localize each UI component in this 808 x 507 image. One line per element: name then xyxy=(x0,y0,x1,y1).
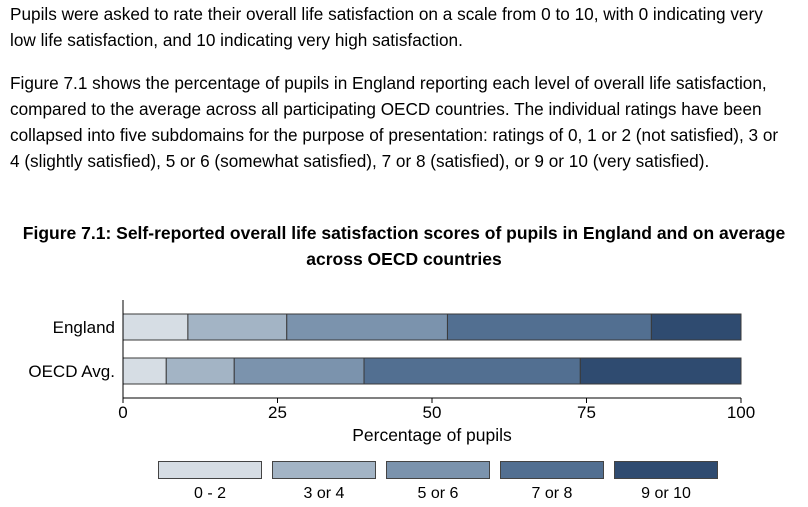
x-axis-title: Percentage of pupils xyxy=(352,425,512,445)
bar-segment xyxy=(122,357,167,385)
chart-legend: 0 - 2 3 or 4 5 or 6 7 or 8 9 or 10 xyxy=(158,461,728,507)
x-tick-label: 100 xyxy=(727,403,755,422)
legend-item: 7 or 8 xyxy=(500,461,604,503)
legend-swatch xyxy=(386,461,490,479)
legend-item: 3 or 4 xyxy=(272,461,376,503)
legend-swatch xyxy=(614,461,718,479)
bar-segment xyxy=(165,357,235,385)
bar-segment xyxy=(187,313,288,341)
bar-segment xyxy=(286,313,448,341)
bar-segment xyxy=(446,313,652,341)
category-label: England xyxy=(53,318,115,337)
category-label: OECD Avg. xyxy=(28,362,115,381)
figure-caption: Figure 7.1: Self-reported overall life s… xyxy=(22,223,786,269)
bar-segment xyxy=(579,357,742,385)
x-tick-label: 75 xyxy=(577,403,596,422)
legend-swatch xyxy=(158,461,262,479)
stacked-bar-chart: England OECD Avg. 0 25 50 75 100 Percentage of … xyxy=(28,300,755,445)
x-tick-label: 25 xyxy=(268,403,287,422)
legend-swatch xyxy=(272,461,376,479)
legend-label: 3 or 4 xyxy=(303,485,345,502)
legend-label: 5 or 6 xyxy=(417,485,459,502)
bar-segment xyxy=(233,357,365,385)
intro-paragraph: Pupils were asked to rate their overall … xyxy=(10,4,763,50)
x-tick-label: 0 xyxy=(118,403,127,422)
legend-label: 0 - 2 xyxy=(193,485,226,502)
legend-item: 0 - 2 xyxy=(158,461,262,503)
bar-segment xyxy=(650,313,742,341)
description-paragraph: Figure 7.1 shows the percentage of pupil… xyxy=(10,73,779,171)
legend-label: 7 or 8 xyxy=(531,485,573,502)
bar-segment xyxy=(363,357,581,385)
legend-swatch xyxy=(500,461,604,479)
legend-item: 5 or 6 xyxy=(386,461,490,503)
legend-item: 9 or 10 xyxy=(614,461,718,503)
x-tick-label: 50 xyxy=(423,403,442,422)
legend-label: 9 or 10 xyxy=(641,485,691,502)
bar-segment xyxy=(122,313,189,341)
